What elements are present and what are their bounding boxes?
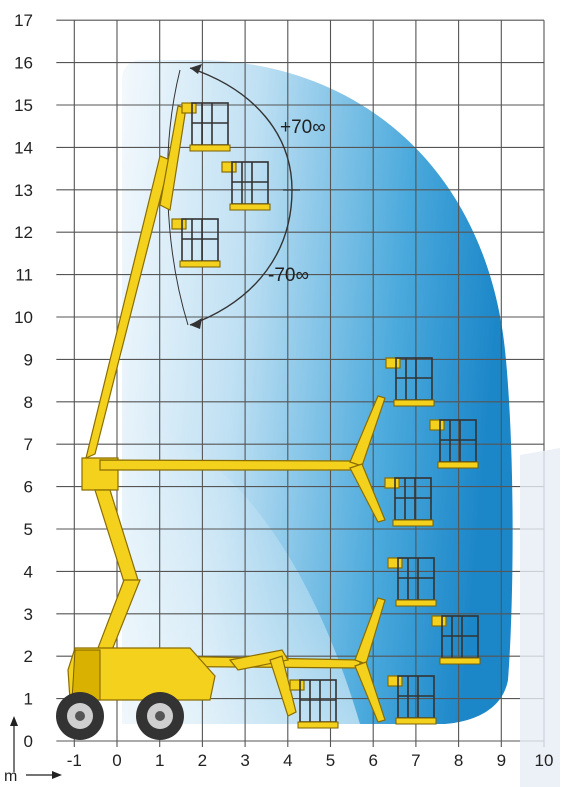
x-tick-label: -1 <box>67 751 82 770</box>
x-tick-label: 2 <box>198 751 207 770</box>
y-tick-label: 11 <box>15 266 33 285</box>
x-tick-label: 3 <box>240 751 249 770</box>
y-tick-label: 13 <box>14 181 33 200</box>
x-tick-label: 6 <box>368 751 377 770</box>
lower-angle-label: -70∞ <box>268 265 309 286</box>
background-watermark <box>520 448 560 787</box>
x-axis-labels: -1 0 1 2 3 4 5 6 7 8 9 10 <box>67 751 554 770</box>
y-tick-label: 4 <box>24 562 33 581</box>
x-tick-label: 9 <box>497 751 506 770</box>
x-tick-label: 1 <box>155 751 164 770</box>
x-tick-label: 10 <box>535 751 554 770</box>
y-tick-label: 5 <box>24 520 33 539</box>
y-tick-label: 1 <box>24 690 33 709</box>
y-tick-label: 3 <box>24 605 33 624</box>
unit-indicator <box>10 716 62 779</box>
y-tick-label: 7 <box>24 435 33 454</box>
y-tick-label: 8 <box>24 393 33 412</box>
upper-angle-label: +70∞ <box>280 117 326 138</box>
horizontal-boom-6m <box>100 460 360 470</box>
y-tick-label: 0 <box>24 732 33 751</box>
y-tick-label: 2 <box>24 647 33 666</box>
y-tick-label: 14 <box>14 138 33 157</box>
y-tick-label: 9 <box>24 350 33 369</box>
x-tick-label: 0 <box>112 751 121 770</box>
unit-label: m <box>4 768 17 785</box>
y-tick-label: 17 <box>14 11 33 30</box>
y-tick-label: 12 <box>14 223 33 242</box>
x-tick-label: 4 <box>283 751 292 770</box>
x-tick-label: 7 <box>411 751 420 770</box>
x-tick-label: 5 <box>326 751 335 770</box>
y-tick-label: 6 <box>24 478 33 497</box>
y-tick-label: 15 <box>14 96 33 115</box>
y-tick-label: 16 <box>14 54 33 73</box>
y-tick-label: 10 <box>14 308 33 327</box>
x-tick-label: 8 <box>454 751 463 770</box>
